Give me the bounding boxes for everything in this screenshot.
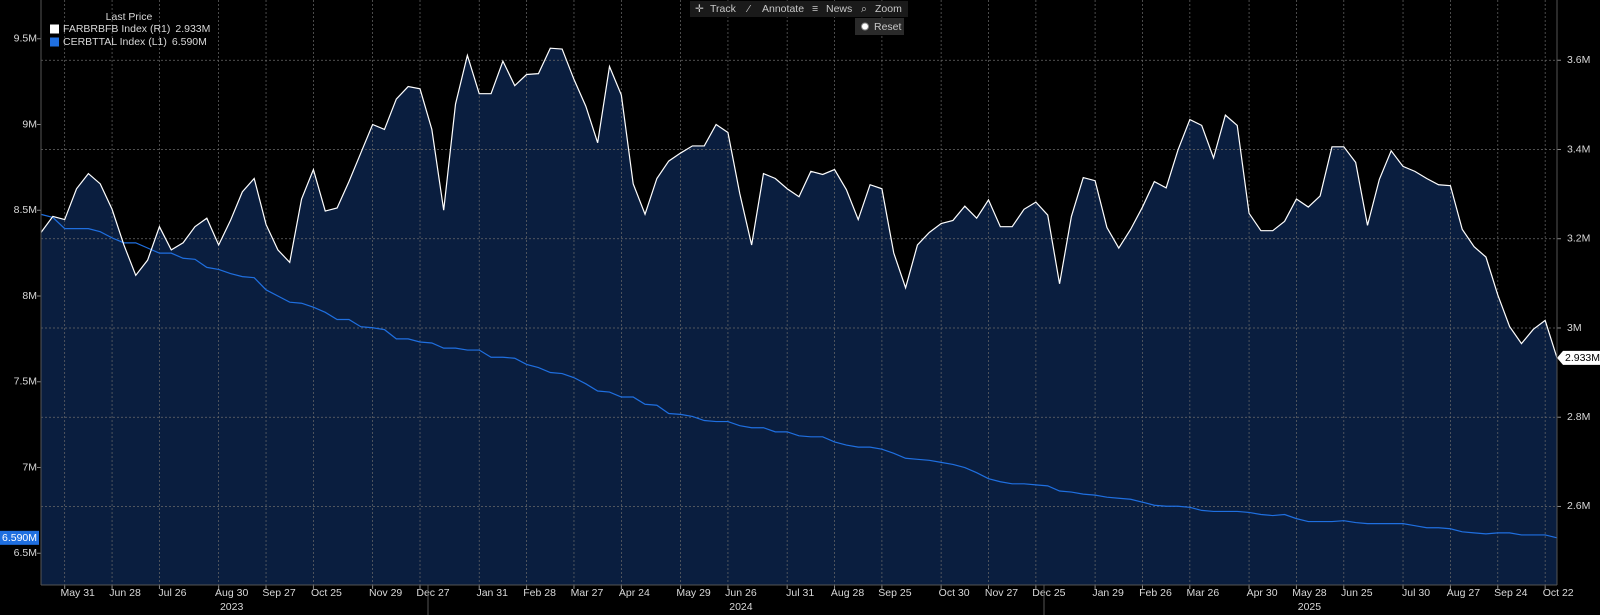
- x-tick-label: Oct 30: [939, 587, 970, 599]
- icon: ⌕: [861, 3, 867, 15]
- legend-value: 2.933M: [175, 23, 210, 35]
- y2-tick-label: 3.6M: [1567, 54, 1590, 66]
- y-tick-label: 7.5M: [14, 376, 37, 388]
- year-label: 2025: [1298, 601, 1322, 613]
- x-tick-label: Jul 30: [1402, 587, 1430, 599]
- last-value-pointer: [1557, 350, 1600, 365]
- y-tick-label: 6.5M: [14, 547, 37, 559]
- series-line: [40, 213, 1558, 539]
- x-tick-label: Nov 29: [369, 587, 402, 599]
- year-label: 2023: [220, 601, 244, 613]
- button-bg: [855, 18, 904, 35]
- x-tick-label: Aug 28: [831, 587, 864, 599]
- x-tick-label: Feb 28: [523, 587, 556, 599]
- x-tick-label: Apr 24: [619, 587, 650, 599]
- y-tick-label: 9.5M: [14, 33, 37, 45]
- icon: [861, 22, 869, 31]
- icon: ≡: [812, 3, 818, 15]
- icon: ⁄: [745, 3, 752, 15]
- news-button[interactable]: ≡ News: [812, 3, 852, 15]
- y2-tick-label: 3.2M: [1567, 233, 1590, 245]
- y2-tick-label: 3.4M: [1567, 143, 1590, 155]
- series-line: [40, 47, 1558, 359]
- legend-value: 6.590M: [172, 36, 207, 48]
- x-tick-label: May 31: [60, 587, 95, 599]
- button-label: News: [826, 3, 852, 15]
- x-tick-label: Jun 26: [725, 587, 757, 599]
- annotate-button[interactable]: ⁄ Annotate: [745, 3, 804, 15]
- x-tick-label: Oct 25: [311, 587, 342, 599]
- toolbar: ✛ Track ⁄ Annotate ≡ News ⌕ Zoom Reset: [690, 1, 908, 35]
- x-tick-label: Nov 27: [985, 587, 1018, 599]
- zoom-button[interactable]: ⌕ Zoom: [861, 3, 902, 15]
- last-value-label: 2.933M: [1565, 352, 1600, 364]
- legend-label: FARBRBFB Index (R1): [63, 23, 170, 35]
- x-tick-label: Dec 27: [416, 587, 449, 599]
- x-tick-label: Dec 25: [1032, 587, 1065, 599]
- x-tick-label: Sep 27: [262, 587, 295, 599]
- x-tick-label: May 29: [676, 587, 711, 599]
- y-tick-label: 7M: [22, 461, 37, 473]
- last-value-tag: [0, 530, 39, 545]
- x-tick-label: Mar 26: [1187, 587, 1220, 599]
- y2-tick-label: 3M: [1567, 322, 1582, 334]
- x-tick-label: Sep 24: [1494, 587, 1527, 599]
- x-tick-label: Jan 31: [476, 587, 508, 599]
- y-tick-label: 8M: [22, 290, 37, 302]
- last-value-label: 6.590M: [2, 532, 37, 544]
- x-tick-label: Jun 28: [109, 587, 141, 599]
- legend: Last Price FARBRBFB Index (R1) 2.933M CERB…: [50, 11, 210, 48]
- x-tick-label: Jul 26: [158, 587, 186, 599]
- x-tick-label: Aug 30: [215, 587, 248, 599]
- legend-title: Last Price: [106, 11, 153, 23]
- track-button[interactable]: ✛ Track: [695, 3, 737, 15]
- icon: ✛: [695, 3, 704, 15]
- x-tick-label: Mar 27: [571, 587, 604, 599]
- x-tick-label: Aug 27: [1447, 587, 1480, 599]
- y2-tick-label: 2.6M: [1567, 500, 1590, 512]
- y-tick-label: 9M: [22, 118, 37, 130]
- reset-button[interactable]: Reset: [855, 18, 904, 35]
- legend-swatch: [50, 37, 59, 47]
- x-tick-label: Oct 22: [1543, 587, 1574, 599]
- legend-label: CERBTTAL Index (L1): [63, 36, 167, 48]
- legend-rows: FARBRBFB Index (R1) 2.933M CERBTTAL Index …: [50, 23, 210, 48]
- y2-tick-label: 2.8M: [1567, 411, 1590, 423]
- legend-swatch: [50, 24, 59, 34]
- button-label: Zoom: [875, 3, 902, 15]
- x-tick-label: May 28: [1292, 587, 1327, 599]
- x-tick-label: Jun 25: [1341, 587, 1373, 599]
- y-tick-label: 8.5M: [14, 204, 37, 216]
- button-label: Track: [710, 3, 737, 15]
- year-label: 2024: [729, 601, 753, 613]
- area-fill: [41, 48, 1557, 586]
- button-label: Annotate: [762, 3, 804, 15]
- x-tick-label: Jan 29: [1092, 587, 1124, 599]
- x-tick-label: Sep 25: [878, 587, 911, 599]
- button-label: Reset: [874, 21, 902, 33]
- x-tick-label: Jul 31: [786, 587, 814, 599]
- toolbar-bg: [690, 1, 908, 17]
- x-tick-label: Feb 26: [1139, 587, 1172, 599]
- x-tick-label: Apr 30: [1247, 587, 1278, 599]
